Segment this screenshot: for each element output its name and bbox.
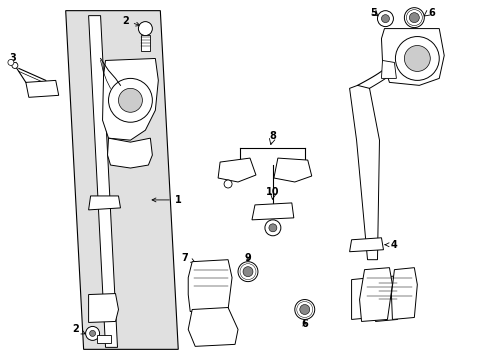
Text: 3: 3 xyxy=(9,54,16,67)
Polygon shape xyxy=(102,58,158,140)
Bar xyxy=(141,35,150,50)
Polygon shape xyxy=(26,80,59,97)
Circle shape xyxy=(377,11,393,27)
Text: 5: 5 xyxy=(369,8,376,18)
Text: 2: 2 xyxy=(122,15,140,26)
Circle shape xyxy=(299,305,309,315)
Polygon shape xyxy=(65,11,178,349)
Polygon shape xyxy=(351,278,374,319)
Circle shape xyxy=(294,300,314,319)
Text: 7: 7 xyxy=(182,253,194,263)
Polygon shape xyxy=(349,85,379,260)
Polygon shape xyxy=(188,307,238,346)
Text: 9: 9 xyxy=(244,253,251,263)
Text: 6: 6 xyxy=(301,319,307,329)
Circle shape xyxy=(12,62,18,68)
Text: 4: 4 xyxy=(384,240,397,250)
Circle shape xyxy=(85,327,100,340)
Polygon shape xyxy=(88,15,117,347)
Polygon shape xyxy=(381,28,443,85)
Text: 8: 8 xyxy=(269,131,276,141)
Polygon shape xyxy=(218,158,255,182)
Circle shape xyxy=(243,267,252,276)
Polygon shape xyxy=(359,268,392,321)
Polygon shape xyxy=(273,158,311,182)
Circle shape xyxy=(408,13,419,23)
Circle shape xyxy=(238,262,258,282)
Polygon shape xyxy=(349,238,383,252)
Circle shape xyxy=(108,78,152,122)
Circle shape xyxy=(264,220,280,236)
Circle shape xyxy=(381,15,388,23)
Polygon shape xyxy=(188,260,232,311)
Polygon shape xyxy=(381,60,396,78)
Text: 2: 2 xyxy=(72,324,85,334)
Circle shape xyxy=(138,22,152,36)
Polygon shape xyxy=(375,276,401,321)
Text: 1: 1 xyxy=(152,195,181,205)
Bar xyxy=(96,336,110,343)
Text: 6: 6 xyxy=(427,8,434,18)
Polygon shape xyxy=(107,138,152,168)
Circle shape xyxy=(395,37,438,80)
Polygon shape xyxy=(88,293,118,323)
Circle shape xyxy=(268,224,276,232)
Polygon shape xyxy=(390,268,416,319)
Text: 10: 10 xyxy=(265,187,279,197)
Circle shape xyxy=(8,59,14,66)
Polygon shape xyxy=(251,203,293,220)
Circle shape xyxy=(118,88,142,112)
Circle shape xyxy=(404,45,429,71)
Circle shape xyxy=(224,180,232,188)
Circle shape xyxy=(404,8,424,28)
Circle shape xyxy=(89,330,95,336)
Polygon shape xyxy=(88,196,120,210)
